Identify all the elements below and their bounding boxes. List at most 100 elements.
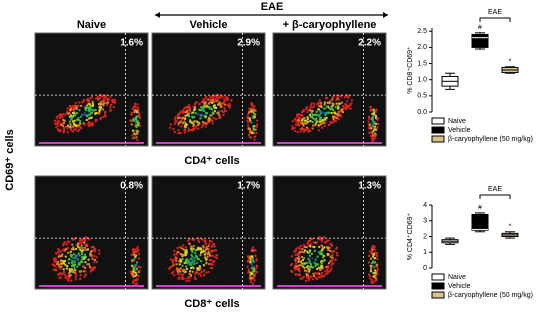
event-dot xyxy=(199,275,202,277)
event-dot xyxy=(200,126,203,129)
event-dot xyxy=(313,102,316,105)
event-dot xyxy=(211,101,214,104)
event-dot xyxy=(371,115,374,118)
event-dot xyxy=(328,102,331,105)
event-dot xyxy=(185,259,188,261)
event-dot xyxy=(208,106,211,108)
event-dot xyxy=(113,99,116,102)
event-dot xyxy=(104,113,106,116)
event-dot xyxy=(178,276,181,279)
event-dot xyxy=(334,106,337,109)
event-dot xyxy=(305,246,308,248)
event-dot xyxy=(131,108,134,111)
event-dot xyxy=(306,121,309,124)
event-dot xyxy=(193,273,196,276)
event-dot xyxy=(200,248,203,251)
event-dot xyxy=(188,108,191,111)
event-dot xyxy=(375,278,378,281)
event-dot xyxy=(248,127,251,130)
event-dot xyxy=(135,119,138,122)
event-dot xyxy=(308,262,311,264)
event-dot xyxy=(91,124,94,127)
event-dot xyxy=(197,124,200,127)
event-dot xyxy=(133,279,136,282)
event-dot xyxy=(73,106,76,109)
event-dot xyxy=(344,96,347,99)
legend-label: Vehicle xyxy=(448,283,471,290)
event-dot xyxy=(224,110,227,112)
event-dot xyxy=(102,99,105,102)
event-dot xyxy=(136,250,139,253)
event-dot xyxy=(214,97,217,100)
event-dot xyxy=(302,128,305,130)
event-dot xyxy=(56,251,59,254)
event-dot xyxy=(67,262,70,265)
event-dot xyxy=(66,265,69,267)
event-dot xyxy=(320,260,323,263)
event-dot xyxy=(321,238,324,241)
event-dot xyxy=(327,239,330,242)
event-dot xyxy=(289,264,292,267)
event-dot xyxy=(211,122,214,125)
event-dot xyxy=(188,238,191,241)
event-dot xyxy=(294,117,297,120)
event-dot xyxy=(84,106,87,109)
event-dot xyxy=(91,102,94,105)
event-dot xyxy=(198,113,201,116)
event-dot xyxy=(254,272,257,275)
event-dot xyxy=(320,123,323,126)
event-dot xyxy=(194,249,197,252)
event-dot xyxy=(81,256,84,259)
event-dot xyxy=(201,270,204,273)
event-dot xyxy=(173,253,176,256)
event-dot xyxy=(253,109,256,112)
event-dot xyxy=(135,121,138,124)
event-dot xyxy=(216,112,219,114)
y-tick-label: 3 xyxy=(423,218,427,225)
event-dot xyxy=(250,267,253,270)
event-dot xyxy=(250,136,252,139)
y-tick-label: 1.5 xyxy=(417,60,427,67)
event-dot xyxy=(299,128,302,130)
event-dot xyxy=(246,120,249,123)
event-dot xyxy=(303,266,306,269)
event-dot xyxy=(87,263,90,266)
event-dot xyxy=(316,268,319,270)
event-dot xyxy=(90,250,93,252)
event-dot xyxy=(97,95,100,98)
event-dot xyxy=(256,119,259,122)
event-dot xyxy=(92,109,95,112)
event-dot xyxy=(324,270,327,273)
event-dot xyxy=(298,251,301,254)
event-dot xyxy=(301,119,304,122)
event-dot xyxy=(192,105,195,108)
event-dot xyxy=(255,258,258,260)
event-dot xyxy=(326,112,329,115)
event-dot xyxy=(199,254,202,257)
event-dot xyxy=(309,115,312,118)
gate-percent: 0.8% xyxy=(120,181,143,192)
event-dot xyxy=(314,276,317,279)
event-dot xyxy=(136,282,139,285)
event-dot xyxy=(139,266,142,269)
event-dot xyxy=(112,105,115,108)
event-dot xyxy=(325,116,328,119)
event-dot xyxy=(249,119,252,122)
event-dot xyxy=(251,131,254,134)
event-dot xyxy=(59,116,61,119)
event-dot xyxy=(315,120,318,123)
event-dot xyxy=(65,243,68,246)
event-dot xyxy=(64,276,67,279)
event-dot xyxy=(53,258,56,261)
event-dot xyxy=(94,108,97,111)
event-dot xyxy=(305,269,308,272)
event-dot xyxy=(333,111,336,114)
event-dot xyxy=(211,98,214,101)
y-tick-label: 0 xyxy=(423,265,427,272)
event-dot xyxy=(327,266,330,269)
event-dot xyxy=(70,268,73,271)
event-dot xyxy=(134,283,137,286)
event-dot xyxy=(371,139,374,142)
event-dot xyxy=(212,255,215,257)
event-dot xyxy=(369,264,372,267)
